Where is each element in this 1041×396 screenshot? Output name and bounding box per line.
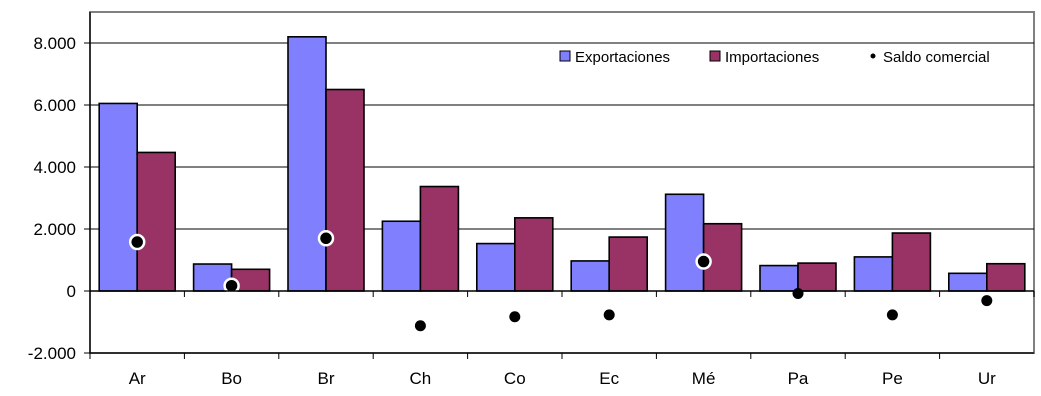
legend-swatch-exportaciones	[559, 50, 571, 62]
x-tick-label: Ch	[410, 369, 432, 388]
bar-exportaciones	[759, 264, 799, 292]
y-tick-label: -2.000	[28, 344, 76, 363]
axes: -2.000 0 2.000 4.000 6.000 8.000 Ar Bo Br Ch Co Ec M…	[28, 12, 1035, 388]
x-tick-label: Mé	[692, 369, 716, 388]
bar-importaciones	[419, 185, 460, 292]
bar-exportaciones	[570, 260, 611, 292]
balance-point	[603, 309, 615, 321]
bar-exportaciones	[853, 256, 894, 292]
y-tick-label: 8.000	[33, 34, 76, 53]
bar-exportaciones	[475, 242, 516, 292]
bar-importaciones	[136, 151, 176, 292]
y-tick-label: 2.000	[33, 220, 76, 239]
bar-importaciones	[325, 88, 365, 292]
bar-importaciones	[797, 262, 837, 292]
legend-swatch-point	[870, 53, 876, 59]
legend-label: Importaciones	[725, 49, 819, 66]
balance-points	[128, 230, 993, 332]
x-tick-label: Bo	[221, 369, 242, 388]
balance-point	[414, 320, 426, 332]
balance-point	[981, 295, 993, 307]
bar-exportaciones	[98, 102, 138, 292]
y-tick-label: 0	[67, 282, 76, 301]
balance-point	[128, 233, 146, 251]
x-tick-label: Ec	[599, 369, 619, 388]
x-tick-label: Co	[504, 369, 526, 388]
balance-point	[223, 277, 240, 294]
bar-exportaciones	[664, 193, 705, 292]
x-tick-label: Pa	[788, 369, 809, 388]
bar-importaciones	[891, 232, 932, 292]
x-tick-label: Br	[318, 369, 335, 388]
y-tick-label: 6.000	[33, 96, 76, 115]
bars	[98, 35, 1026, 292]
legend-swatch-importaciones	[709, 50, 721, 62]
bar-importaciones	[513, 217, 554, 292]
bar-importaciones	[608, 236, 649, 292]
legend-label: Saldo comercial	[883, 49, 990, 66]
bar-exportaciones	[947, 272, 988, 292]
x-tick-label: Ar	[129, 369, 146, 388]
x-tick-label: Ur	[978, 369, 996, 388]
legend-label: Exportaciones	[575, 49, 670, 66]
balance-point	[317, 230, 335, 247]
y-tick-label: 4.000	[33, 158, 76, 177]
x-tick-label: Pe	[882, 369, 903, 388]
balance-point	[792, 287, 804, 299]
bar-exportaciones	[287, 35, 327, 292]
balance-point	[886, 309, 898, 321]
bar-importaciones	[985, 262, 1026, 292]
balance-point	[695, 253, 712, 270]
legend: Exportaciones Importaciones Saldo comercia…	[559, 49, 990, 66]
balance-point	[509, 311, 521, 323]
bar-exportaciones	[381, 220, 422, 292]
